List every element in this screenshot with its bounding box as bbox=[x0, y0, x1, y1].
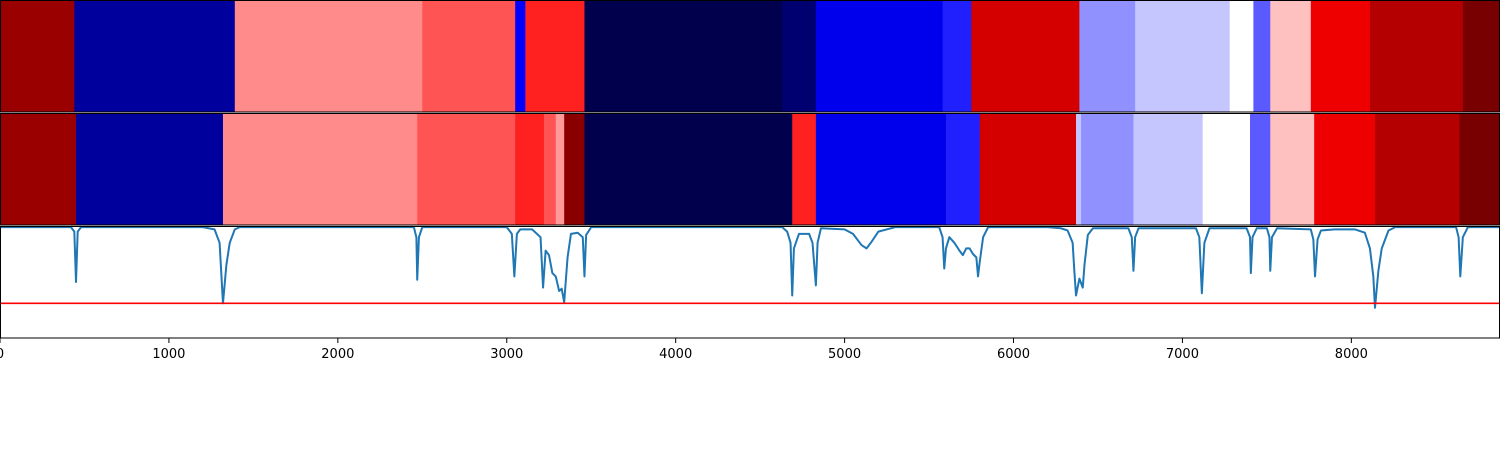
segment-18 bbox=[1369, 0, 1464, 112]
segment-2 bbox=[74, 0, 236, 112]
segment-17 bbox=[1202, 113, 1251, 225]
segment-19 bbox=[1270, 113, 1315, 225]
boundary-score-plot bbox=[0, 226, 1500, 309]
segment-20 bbox=[1314, 113, 1376, 225]
segment-11 bbox=[971, 0, 1080, 112]
top-segmentation-bar bbox=[0, 0, 1500, 112]
segment-11 bbox=[815, 113, 947, 225]
segment-14 bbox=[1229, 0, 1254, 112]
segment-10 bbox=[792, 113, 817, 225]
segment-13 bbox=[1135, 0, 1231, 112]
segment-8 bbox=[782, 0, 817, 112]
segment-15 bbox=[1081, 113, 1135, 225]
segment-7 bbox=[555, 113, 565, 225]
x-tick-label: 2000 bbox=[321, 347, 354, 362]
x-tick-label: 5000 bbox=[828, 347, 861, 362]
x-tick-label: 1000 bbox=[152, 347, 185, 362]
segment-12 bbox=[1079, 0, 1136, 112]
boundary-score-line bbox=[0, 226, 1500, 309]
x-tick-label: 4000 bbox=[659, 347, 692, 362]
segment-7 bbox=[584, 0, 783, 112]
segment-9 bbox=[584, 113, 793, 225]
bottom-segmentation-bar bbox=[0, 113, 1500, 225]
segment-15 bbox=[1253, 0, 1271, 112]
segment-21 bbox=[1375, 113, 1461, 225]
segment-6 bbox=[543, 113, 557, 225]
segment-4 bbox=[422, 0, 516, 112]
segment-14 bbox=[1076, 113, 1082, 225]
x-tick-label: 7000 bbox=[1166, 347, 1199, 362]
x-tick-label: 0 bbox=[0, 347, 4, 362]
segment-1 bbox=[0, 0, 75, 112]
segment-17 bbox=[1310, 0, 1371, 112]
segment-16 bbox=[1270, 0, 1312, 112]
x-tick-label: 8000 bbox=[1335, 347, 1368, 362]
segment-10 bbox=[942, 0, 972, 112]
x-axis: 0 1000 2000 3000 4000 5000 6000 7000 8000 bbox=[0, 338, 1368, 362]
segment-1 bbox=[0, 113, 77, 225]
segment-22 bbox=[1459, 113, 1500, 225]
x-tick-label: 6000 bbox=[997, 347, 1030, 362]
segment-18 bbox=[1250, 113, 1271, 225]
segment-5 bbox=[515, 0, 526, 112]
segment-4 bbox=[417, 113, 516, 225]
segment-6 bbox=[525, 0, 586, 112]
segment-8 bbox=[564, 113, 586, 225]
x-tick-label: 3000 bbox=[490, 347, 523, 362]
segment-3 bbox=[222, 113, 418, 225]
segment-19 bbox=[1462, 0, 1500, 112]
segment-2 bbox=[76, 113, 224, 225]
segment-16 bbox=[1133, 113, 1204, 225]
segment-9 bbox=[815, 0, 944, 112]
segment-13 bbox=[979, 113, 1077, 225]
segment-3 bbox=[234, 0, 423, 112]
segment-5 bbox=[515, 113, 545, 225]
segment-12 bbox=[945, 113, 981, 225]
